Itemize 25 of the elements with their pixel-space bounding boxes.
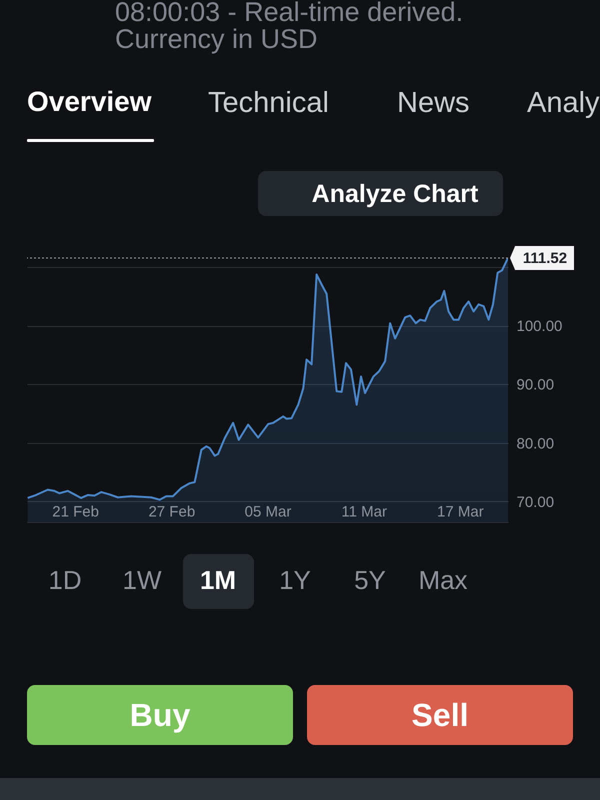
x-tick-label: 17 Mar: [437, 504, 484, 520]
y-tick-label: 70.00: [516, 494, 554, 511]
ref-line-label: 111.52: [522, 250, 568, 267]
x-tick-label: 27 Feb: [148, 504, 196, 520]
text: Overview: [27, 86, 152, 117]
text: Technical: [208, 87, 329, 119]
text: Max: [418, 565, 468, 595]
text: Sell: [412, 697, 468, 733]
text: 1M: [200, 565, 236, 595]
text: 1Y: [279, 565, 311, 595]
text: Buy: [130, 697, 190, 733]
text: 1D: [48, 565, 82, 595]
x-tick-label: 11 Mar: [341, 504, 387, 520]
text: Analy: [527, 87, 600, 119]
text: Analyze Chart: [312, 180, 480, 208]
text: 1W: [122, 565, 162, 595]
text: Currency in USD: [115, 24, 318, 54]
text: 08:00:03 - Real-time derived.: [115, 0, 464, 27]
y-tick-label: 100.00: [516, 318, 562, 336]
x-tick-label: 05 Mar: [244, 504, 292, 520]
x-tick-label: 21 Feb: [52, 504, 99, 520]
y-tick-label: 90.00: [516, 376, 554, 394]
text: News: [397, 87, 470, 119]
text: 5Y: [354, 565, 386, 595]
y-tick-label: 80.00: [516, 435, 554, 452]
